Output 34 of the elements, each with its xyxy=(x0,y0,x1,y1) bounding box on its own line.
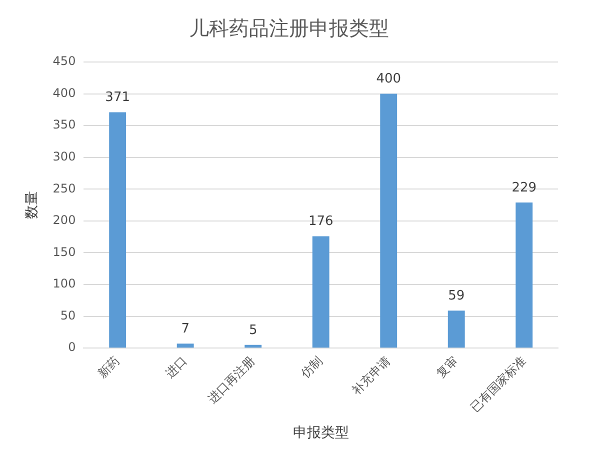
data-label: 5 xyxy=(248,322,258,338)
bar xyxy=(109,112,126,348)
x-tick-label: 已有国家标准 xyxy=(468,354,528,414)
bar xyxy=(244,344,262,348)
x-tick-label: 进口再注册 xyxy=(205,354,258,406)
data-label: 59 xyxy=(448,288,465,304)
x-tick-label: 新药 xyxy=(95,354,122,380)
y-tick-label: 300 xyxy=(52,149,76,164)
y-tick-label: 350 xyxy=(52,118,76,132)
chart-title: 儿科药品注册申报类型 xyxy=(189,16,389,40)
bar xyxy=(176,344,194,348)
y-tick-label: 200 xyxy=(52,213,76,228)
bar xyxy=(448,310,465,348)
bar xyxy=(312,236,330,348)
x-tick-label: 补充申请 xyxy=(349,354,393,398)
data-label: 176 xyxy=(308,214,334,230)
y-tick-label: 450 xyxy=(52,54,76,68)
x-tick-label: 进口 xyxy=(162,354,190,380)
y-tick-label: 250 xyxy=(52,181,76,196)
data-label: 400 xyxy=(376,72,402,87)
y-axis-title: 数量 xyxy=(24,191,40,220)
data-label: 371 xyxy=(105,90,130,106)
x-axis-title: 申报类型 xyxy=(292,425,349,442)
bar xyxy=(380,94,398,348)
y-tick-label: 100 xyxy=(52,276,76,291)
data-label: 7 xyxy=(181,322,190,337)
bar xyxy=(516,202,533,348)
y-tick-label: 50 xyxy=(60,308,76,322)
data-label: 229 xyxy=(512,180,537,196)
x-tick-label: 仿制 xyxy=(298,354,326,382)
y-tick-label: 400 xyxy=(52,86,76,100)
x-tick-label: 复审 xyxy=(434,354,461,380)
y-tick-label: 0 xyxy=(68,340,76,354)
y-tick-label: 150 xyxy=(52,244,76,259)
